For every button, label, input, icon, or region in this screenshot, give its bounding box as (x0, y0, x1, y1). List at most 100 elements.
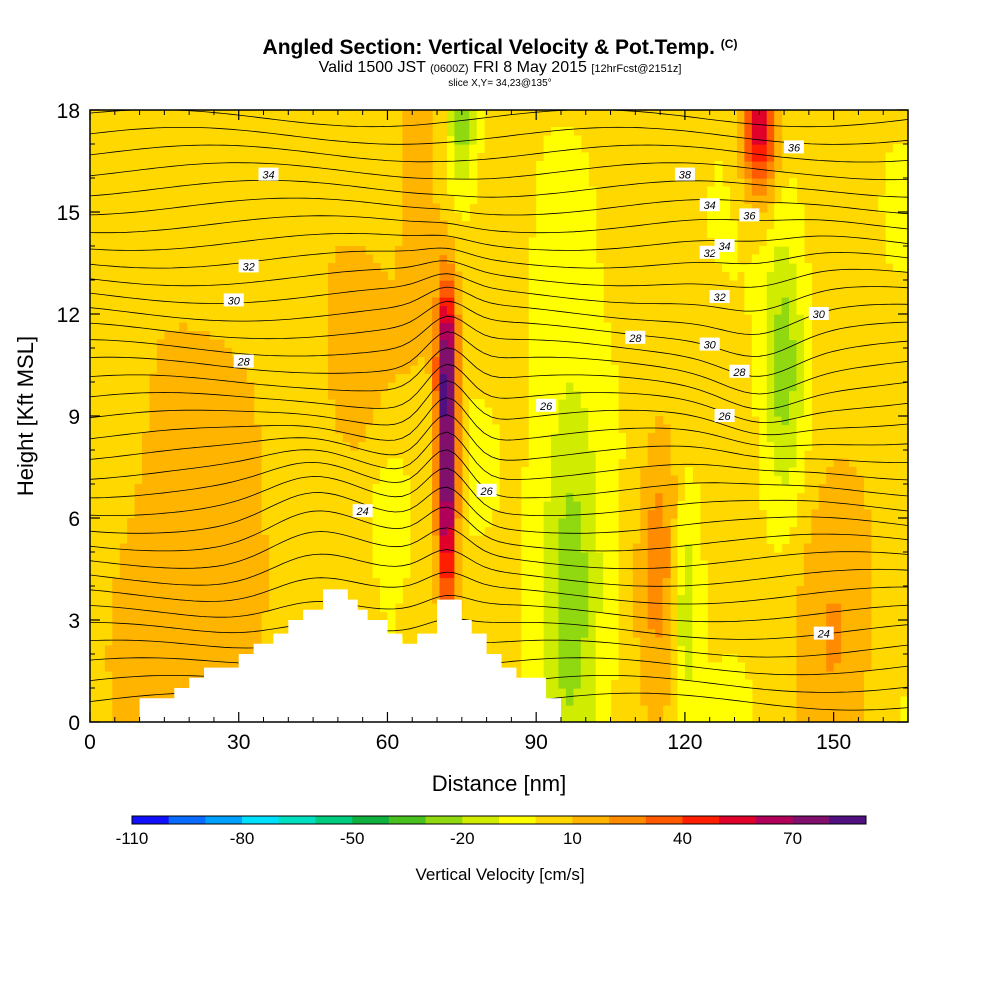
velocity-cell (253, 535, 262, 545)
velocity-cell (424, 186, 433, 196)
velocity-cell (565, 407, 574, 417)
velocity-cell (454, 288, 463, 298)
velocity-cell (588, 552, 597, 562)
velocity-cell (342, 339, 351, 349)
velocity-cell (588, 416, 597, 426)
velocity-cell (573, 509, 582, 519)
velocity-cell (603, 492, 612, 502)
velocity-cell (201, 518, 210, 528)
velocity-cell (551, 186, 560, 196)
velocity-cell (826, 569, 835, 579)
velocity-cell (543, 594, 552, 604)
velocity-cell (662, 594, 671, 604)
velocity-cell (841, 552, 850, 562)
velocity-cell (655, 611, 664, 621)
velocity-cell (558, 314, 567, 324)
velocity-cell (387, 560, 396, 570)
velocity-cell (580, 594, 589, 604)
velocity-cell (774, 118, 783, 128)
velocity-cell (350, 305, 359, 315)
velocity-cell (558, 271, 567, 281)
velocity-cell (588, 441, 597, 451)
velocity-cell (119, 662, 128, 672)
velocity-cell (342, 254, 351, 264)
velocity-cell (528, 416, 537, 426)
velocity-cell (194, 407, 203, 417)
velocity-cell (707, 220, 716, 230)
velocity-cell (595, 620, 604, 630)
velocity-cell (684, 577, 693, 587)
contour-label-bg (674, 167, 695, 181)
velocity-cell (811, 543, 820, 553)
velocity-cell (744, 169, 753, 179)
velocity-cell (380, 603, 389, 613)
velocity-cell (655, 552, 664, 562)
velocity-cell (573, 135, 582, 145)
velocity-cell (149, 399, 158, 409)
velocity-cell (179, 441, 188, 451)
velocity-cell (647, 509, 656, 519)
velocity-cell (216, 467, 225, 477)
velocity-cell (484, 467, 493, 477)
velocity-cell (402, 229, 411, 239)
velocity-cell (580, 390, 589, 400)
velocity-cell (900, 220, 908, 230)
velocity-cell (432, 577, 441, 587)
velocity-cell (156, 348, 165, 358)
velocity-cell (186, 594, 195, 604)
velocity-cell (528, 237, 537, 247)
velocity-cell (156, 390, 165, 400)
velocity-cell (469, 110, 478, 120)
velocity-cell (446, 280, 455, 290)
velocity-cell (409, 280, 418, 290)
contour-label-bg (699, 198, 720, 212)
contour-label: 26 (536, 398, 557, 413)
velocity-cell (759, 110, 768, 120)
velocity-cell (893, 229, 902, 239)
velocity-cell (855, 654, 864, 664)
velocity-cell (573, 611, 582, 621)
velocity-cell (565, 518, 574, 528)
velocity-cell (142, 560, 151, 570)
velocity-cell (156, 475, 165, 485)
velocity-cell (885, 195, 894, 205)
velocity-cell (707, 662, 716, 672)
velocity-cell (409, 339, 418, 349)
velocity-cell (684, 654, 693, 664)
velocity-cell (588, 458, 597, 468)
velocity-cell (186, 535, 195, 545)
velocity-cell (893, 178, 902, 188)
velocity-cell (194, 594, 203, 604)
velocity-cell (179, 603, 188, 613)
velocity-field (90, 110, 908, 722)
contour-label: 28 (625, 330, 646, 345)
velocity-cell (796, 339, 805, 349)
velocity-cell (818, 611, 827, 621)
velocity-cell (751, 186, 760, 196)
velocity-cell (231, 382, 240, 392)
isoline (90, 110, 908, 128)
x-tick-label: 0 (84, 731, 96, 754)
velocity-cell (766, 135, 775, 145)
velocity-cell (603, 509, 612, 519)
velocity-cell (134, 535, 143, 545)
velocity-cell (789, 373, 798, 383)
y-tick-label: 3 (68, 610, 80, 633)
velocity-cell (536, 628, 545, 638)
velocity-cell (565, 586, 574, 596)
velocity-cell (781, 407, 790, 417)
velocity-cell (655, 688, 664, 698)
velocity-cell (655, 458, 664, 468)
x-tick-label: 90 (525, 731, 548, 754)
velocity-cell (476, 399, 485, 409)
velocity-cell (543, 509, 552, 519)
velocity-cell (766, 526, 775, 536)
velocity-cell (186, 399, 195, 409)
velocity-cell (194, 526, 203, 536)
velocity-cell (751, 314, 760, 324)
y-tick-label: 0 (68, 712, 80, 735)
velocity-cell (692, 535, 701, 545)
velocity-cell (261, 560, 270, 570)
velocity-cell (417, 195, 426, 205)
velocity-cell (365, 322, 374, 332)
